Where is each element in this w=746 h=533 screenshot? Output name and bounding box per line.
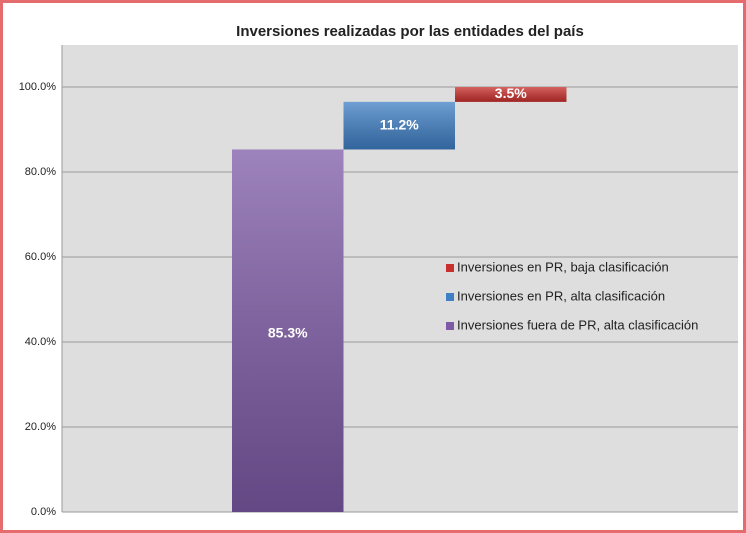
value-label: 3.5% [495,85,527,101]
y-tick-label: 40.0% [25,336,56,348]
y-tick-label: 0.0% [31,506,56,518]
value-label: 85.3% [268,324,308,340]
bar-shade [232,149,344,512]
bar-shade [343,101,455,150]
legend-swatch [446,264,454,272]
legend-swatch [446,293,454,301]
legend-label: Inversiones en PR, baja clasificación [457,259,669,274]
chart-title: Inversiones realizadas por las entidades… [236,23,584,40]
legend-swatch [446,322,454,330]
y-tick-label: 80.0% [25,166,56,178]
legend-label: Inversiones en PR, alta clasificación [457,288,665,303]
legend-label: Inversiones fuera de PR, alta clasificac… [457,317,698,332]
bar-shade [455,87,567,102]
value-label: 11.2% [380,116,419,132]
y-tick-label: 100.0% [19,81,57,93]
y-tick-label: 60.0% [25,251,56,263]
y-tick-label: 20.0% [25,421,56,433]
